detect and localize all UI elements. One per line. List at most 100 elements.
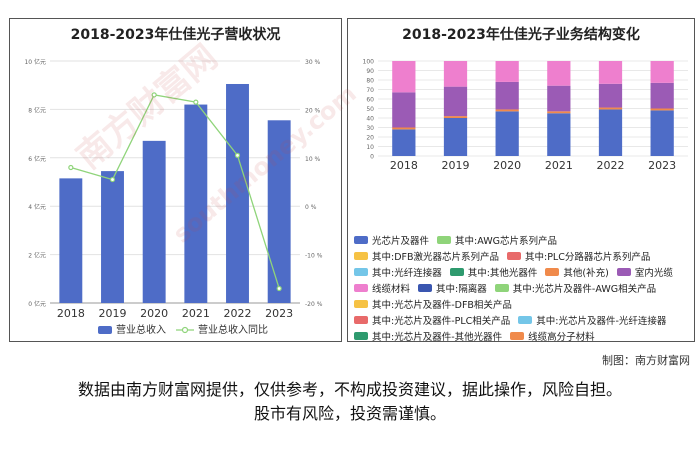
legend-item: 其中:DFB激光器芯片系列产品 [354, 249, 499, 263]
business-structure-title: 2018-2023年仕佳光子业务结构变化 [402, 27, 640, 43]
legend-item: 其中:光芯片及器件-其他光器件 [354, 329, 502, 343]
yoy-point [276, 285, 282, 292]
legend-label: 其中:光芯片及器件-光纤连接器 [536, 316, 667, 327]
legend-swatch [354, 300, 368, 308]
stacked-segment [547, 113, 571, 156]
revenue-bar [226, 83, 249, 304]
legend-label: 其中:隔离器 [436, 284, 487, 295]
disclaimer-line-1: 数据由南方财富网提供，仅供参考，不构成投资建议，据此操作，风险自担。 [77, 380, 622, 399]
stacked-segment [598, 107, 623, 110]
x-tick-label: 2020 [493, 159, 521, 172]
y-right-tick-label: 10 % [305, 156, 321, 163]
legend-swatch [418, 284, 433, 292]
stacked-segment [547, 111, 571, 114]
x-tick-label: 2020 [140, 307, 168, 320]
legend-swatch [354, 268, 368, 276]
stacked-segment [443, 61, 468, 87]
revenue-bar [101, 171, 124, 303]
stacked-segment [495, 109, 519, 112]
y-right-tick-label: -10 % [305, 253, 323, 260]
y-left-tick-label: 4 亿元 [28, 203, 46, 211]
legend-label: 其中:光芯片及器件-PLC相关产品 [372, 316, 511, 327]
stacked-segment [547, 85, 571, 112]
x-tick-label: 2022 [224, 307, 252, 320]
legend-swatch [354, 332, 368, 340]
stacked-segment [443, 116, 468, 118]
y-right-tick-label: 0 % [305, 204, 317, 211]
x-tick-label: 2018 [57, 307, 85, 320]
legend-swatch [354, 316, 368, 324]
legend-label: 线缆材料 [372, 284, 411, 295]
legend-row: 其中:光芯片及器件-PLC相关产品 其中:光芯片及器件-光纤连接器 [354, 312, 694, 328]
x-tick-label: 2019 [99, 307, 127, 320]
stacked-segment [392, 127, 416, 130]
y-tick-label: 30 [366, 125, 374, 132]
legend-item: 其中:光芯片及器件-AWG相关产品 [494, 281, 657, 295]
y-tick-label: 100 [363, 59, 375, 66]
stacked-segment [392, 92, 416, 128]
stacked-segment [650, 110, 674, 156]
y-tick-label: 10 [366, 144, 374, 151]
legend-item: 其中:光纤连接器 [354, 265, 442, 279]
legend-row: 其中:光纤连接器 其中:其他光器件 其他(补充) 室内光缆 [354, 264, 694, 280]
yoy-point [151, 92, 157, 98]
legend-item: 其中:隔离器 [418, 281, 487, 295]
x-tick-label: 2022 [597, 159, 625, 172]
stacked-segment [495, 61, 519, 82]
y-tick-label: 50 [366, 106, 374, 113]
revenue-bar [267, 120, 291, 303]
y-tick-label: 60 [366, 97, 374, 104]
x-tick-label: 2023 [265, 307, 293, 320]
legend-item: 其中:光芯片及器件-PLC相关产品 [354, 313, 510, 327]
legend-swatch [437, 236, 452, 244]
legend-swatch [616, 268, 631, 276]
y-tick-label: 40 [366, 116, 374, 123]
stacked-segment [650, 108, 674, 111]
legend-item: 线缆材料 [354, 281, 410, 295]
legend-label-yoy: 营业总收入同比 [198, 323, 268, 336]
legend-item: 室内光缆 [616, 265, 673, 279]
legend-row: 其中:DFB激光器芯片系列产品 其中:PLC分路器芯片系列产品 [354, 248, 694, 264]
y-left-tick-label: 6 亿元 [28, 155, 46, 163]
y-tick-label: 0 [370, 154, 374, 161]
legend-row: 线缆材料 其中:隔离器 其中:光芯片及器件-AWG相关产品 [354, 280, 694, 296]
y-right-tick-label: 30 % [305, 59, 321, 66]
legend-swatch [494, 284, 509, 292]
legend-swatch [354, 252, 368, 260]
x-tick-label: 2019 [442, 159, 470, 172]
legend-swatch [449, 268, 464, 276]
revenue-chart-title: 2018-2023年仕佳光子营收状况 [70, 27, 281, 43]
legend-item: 光芯片及器件 [354, 233, 429, 247]
legend-swatch [354, 284, 368, 292]
revenue-bar [184, 104, 208, 303]
revenue-chart-svg: 0 亿元 2 亿元 4 亿元 6 亿元 8 亿元 10 亿元 -20 % -10 % 0 % 10… [24, 58, 323, 336]
y-right-tick-label: -20 % [305, 301, 323, 308]
legend-label: 线缆高分子材料 [528, 332, 595, 343]
legend-swatch [545, 268, 560, 276]
legend-label: 其中:其他光器件 [467, 268, 538, 279]
y-left-tick-label: 8 亿元 [28, 106, 46, 114]
legend-item: 其中:PLC分路器芯片系列产品 [507, 249, 650, 263]
legend-label: 其中:光芯片及器件-DFB相关产品 [372, 300, 512, 311]
legend-row: 其中:光芯片及器件-DFB相关产品 [354, 296, 694, 312]
x-tick-label: 2021 [545, 159, 573, 172]
stacked-segment [547, 61, 571, 86]
chart-credit: 制图：南方财富网 [602, 354, 690, 367]
stacked-segment [598, 83, 623, 108]
legend-row: 其中:光芯片及器件-其他光器件 线缆高分子材料 [354, 328, 694, 344]
legend-label: 其中:光纤连接器 [372, 268, 442, 279]
y-left-tick-label: 2 亿元 [28, 252, 46, 260]
yoy-point [193, 99, 199, 105]
y-right-tick-label: 20 % [305, 107, 321, 114]
legend-swatch [507, 252, 521, 260]
revenue-bar [142, 140, 166, 303]
yoy-point [234, 152, 241, 158]
yoy-line [70, 94, 280, 289]
legend-swatch [354, 236, 368, 244]
legend-marker-yoy [181, 326, 189, 334]
legend-label: 其中:光芯片及器件-AWG相关产品 [512, 284, 657, 295]
legend-label: 其他(补充) [563, 268, 609, 279]
stacked-segment [650, 61, 674, 83]
yoy-point [68, 164, 74, 171]
y-left-tick-label: 10 亿元 [24, 58, 46, 66]
